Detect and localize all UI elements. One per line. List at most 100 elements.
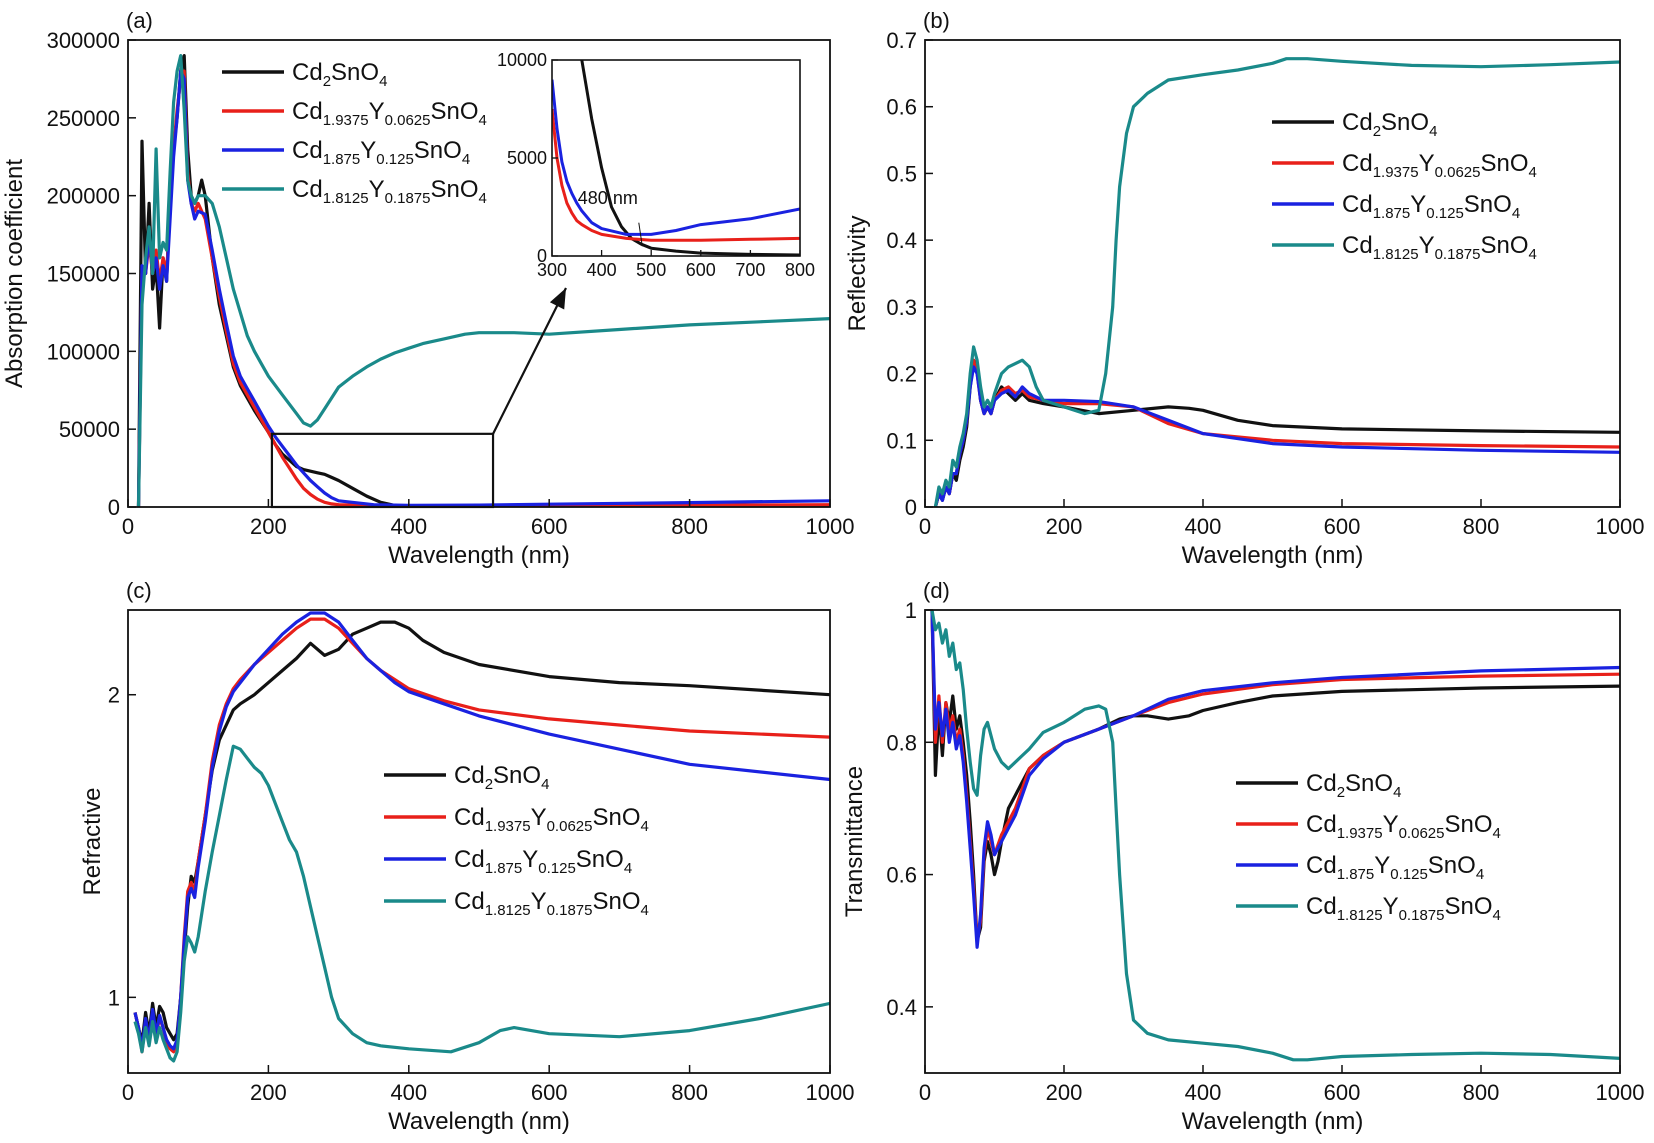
legend-text-part: Cd bbox=[292, 137, 323, 164]
inset-x-tick-label: 700 bbox=[735, 260, 765, 280]
x-tick-label: 200 bbox=[1046, 514, 1083, 539]
legend-text-part: Cd bbox=[1306, 770, 1337, 797]
legend-text-part: 1.875 bbox=[1373, 205, 1411, 222]
x-axis-label: Wavelength (nm) bbox=[1182, 1108, 1364, 1135]
legend-text-part: Cd bbox=[1342, 150, 1373, 177]
legend-text-part: 4 bbox=[1493, 825, 1501, 842]
series-line-0 bbox=[930, 610, 1620, 943]
x-tick-label: 400 bbox=[1185, 514, 1222, 539]
legend-text-part: Y bbox=[522, 846, 538, 873]
plot-frame bbox=[924, 39, 1621, 508]
x-tick-label: 400 bbox=[1185, 1080, 1222, 1105]
panel-label: (d) bbox=[923, 578, 950, 603]
series-line-1 bbox=[930, 610, 1620, 943]
y-tick-label: 0 bbox=[108, 495, 120, 520]
legend-text-part: Cd bbox=[454, 804, 485, 831]
panel-label: (a) bbox=[126, 8, 153, 33]
legend-text-part: 4 bbox=[479, 112, 487, 129]
inset-y-tick-label: 5000 bbox=[507, 148, 547, 168]
series-line-2 bbox=[930, 610, 1620, 949]
series-group bbox=[933, 57, 1620, 507]
legend-entry: Cd1.8125Y0.1875SnO4 bbox=[292, 176, 487, 207]
legend-text-part: 1.8125 bbox=[1337, 907, 1383, 924]
legend-text-part: Y bbox=[1419, 232, 1435, 259]
legend-text-part: SnO bbox=[1480, 150, 1528, 177]
x-axis-label: Wavelength (nm) bbox=[388, 542, 570, 569]
y-tick-label: 150000 bbox=[47, 262, 120, 287]
x-tick-label: 800 bbox=[671, 1080, 708, 1105]
legend-text-part: SnO bbox=[1428, 852, 1476, 879]
x-tick-label: 200 bbox=[250, 514, 287, 539]
legend-entry: Cd1.9375Y0.0625SnO4 bbox=[1342, 150, 1537, 181]
legend-text-part: 0.1875 bbox=[1435, 246, 1481, 263]
zoom-region-box bbox=[270, 432, 495, 509]
y-tick-label: 0.4 bbox=[886, 995, 917, 1020]
legend-entry: Cd2SnO4 bbox=[292, 59, 387, 90]
series-group bbox=[133, 611, 830, 1063]
legend: Cd2SnO4Cd1.9375Y0.0625SnO4Cd1.875Y0.125S… bbox=[222, 59, 487, 207]
panel-label: (c) bbox=[126, 578, 152, 603]
legend-text-part: Cd bbox=[292, 59, 323, 86]
legend-text-part: Cd bbox=[1306, 893, 1337, 920]
legend-entry: Cd1.8125Y0.1875SnO4 bbox=[454, 888, 649, 919]
legend-text-part: 1.875 bbox=[323, 151, 361, 168]
legend-text-part: SnO bbox=[1345, 770, 1393, 797]
series-line-2 bbox=[933, 365, 1620, 507]
series-line-0 bbox=[133, 620, 830, 1045]
legend-text-part: 0.125 bbox=[376, 151, 414, 168]
legend-entry: Cd1.8125Y0.1875SnO4 bbox=[1342, 232, 1537, 263]
legend-text-part: Y bbox=[531, 804, 547, 831]
legend-text-part: Cd bbox=[1342, 109, 1373, 136]
inset-line-1 bbox=[552, 108, 800, 242]
x-tick-label: 600 bbox=[531, 514, 568, 539]
panel-c: 0 200 400 600 800 1000 1 2 Wavelength (nm) Refrac… bbox=[79, 578, 854, 1135]
plot-frame bbox=[924, 609, 1621, 1074]
legend-text-part: SnO bbox=[592, 804, 640, 831]
legend-text-part: 0.1875 bbox=[1399, 907, 1445, 924]
y-axis-label: Refractive bbox=[79, 787, 106, 895]
y-tick-label: 0.5 bbox=[886, 161, 917, 186]
legend-text-part: Cd bbox=[1306, 811, 1337, 838]
legend-text-part: 4 bbox=[1429, 123, 1437, 140]
legend-text-part: Y bbox=[1374, 852, 1390, 879]
legend-text-part: Cd bbox=[1342, 191, 1373, 218]
series-line-2 bbox=[136, 69, 830, 507]
y-tick-label: 200000 bbox=[47, 184, 120, 209]
legend-text-part: 0.1875 bbox=[385, 190, 431, 207]
x-axis-label: Wavelength (nm) bbox=[388, 1108, 570, 1135]
legend-text-part: 4 bbox=[1493, 907, 1501, 924]
legend-text-part: SnO bbox=[331, 59, 379, 86]
legend-entry: Cd1.875Y0.125SnO4 bbox=[1306, 852, 1484, 883]
y-tick-label: 1 bbox=[108, 985, 120, 1010]
x-tick-label: 200 bbox=[1046, 1080, 1083, 1105]
legend-text-part: 4 bbox=[479, 190, 487, 207]
legend-text-part: Y bbox=[1419, 150, 1435, 177]
inset-annotation: 480 nm bbox=[578, 188, 638, 208]
inset-x-tick-label: 800 bbox=[785, 260, 815, 280]
legend: Cd2SnO4Cd1.9375Y0.0625SnO4Cd1.875Y0.125S… bbox=[384, 762, 649, 919]
legend-text-part: 0.0625 bbox=[1399, 825, 1445, 842]
legend-text-part: Cd bbox=[1342, 232, 1373, 259]
y-tick-label: 100000 bbox=[47, 339, 120, 364]
legend-text-part: SnO bbox=[1464, 191, 1512, 218]
legend-text-part: 2 bbox=[1373, 123, 1381, 140]
x-tick-label: 600 bbox=[1324, 514, 1361, 539]
legend-text-part: 1.8125 bbox=[323, 190, 369, 207]
legend-entry: Cd1.875Y0.125SnO4 bbox=[1342, 191, 1520, 222]
inset-x-tick-label: 300 bbox=[537, 260, 567, 280]
legend-text-part: Cd bbox=[454, 888, 485, 915]
legend-text-part: Cd bbox=[454, 762, 485, 789]
legend-text-part: 4 bbox=[624, 860, 632, 877]
legend-text-part: 1.8125 bbox=[485, 902, 531, 919]
legend-entry: Cd1.8125Y0.1875SnO4 bbox=[1306, 893, 1501, 924]
x-axis-label: Wavelength (nm) bbox=[1182, 542, 1364, 569]
legend-text-part: Y bbox=[369, 98, 385, 125]
legend-text-part: 0.0625 bbox=[547, 818, 593, 835]
legend-text-part: Y bbox=[1410, 191, 1426, 218]
legend-text-part: Y bbox=[1383, 811, 1399, 838]
legend-text-part: 1.9375 bbox=[485, 818, 531, 835]
series-line-1 bbox=[136, 69, 830, 507]
legend-text-part: Y bbox=[360, 137, 376, 164]
legend-text-part: Cd bbox=[454, 846, 485, 873]
y-tick-label: 0.1 bbox=[886, 428, 917, 453]
